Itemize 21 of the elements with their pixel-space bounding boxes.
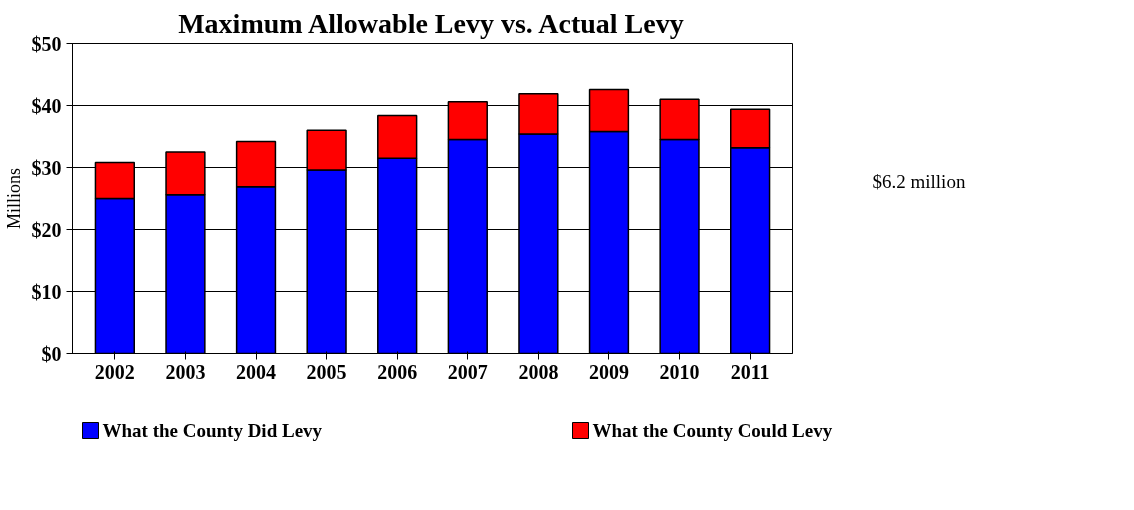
legend-label: What the County Did Levy <box>102 420 323 441</box>
y-axis-title: Millions <box>3 167 24 230</box>
y-tick-label: $20 <box>31 218 62 241</box>
x-tick-label: 2003 <box>165 360 206 383</box>
x-tick-label: 2006 <box>377 360 418 383</box>
x-tick-label: 2010 <box>659 360 700 383</box>
x-tick-label: 2011 <box>730 360 770 383</box>
x-tick-label: 2002 <box>94 360 135 383</box>
x-tick-label: 2004 <box>236 360 277 383</box>
y-tick-label: $10 <box>31 280 62 303</box>
y-tick-label: $40 <box>31 94 62 117</box>
chart-title: Maximum Allowable Levy vs. Actual Levy <box>178 7 684 39</box>
y-tick-label: $0 <box>41 342 62 365</box>
x-tick-label: 2009 <box>588 360 629 383</box>
legend-label: What the County Could Levy <box>592 420 833 441</box>
y-tick-label: $30 <box>31 156 62 179</box>
x-tick-label: 2005 <box>306 360 347 383</box>
x-tick-label: 2008 <box>518 360 559 383</box>
text: $6.2 million <box>872 170 966 192</box>
x-tick-label: 2007 <box>447 360 488 383</box>
y-tick-label: $50 <box>31 32 62 55</box>
